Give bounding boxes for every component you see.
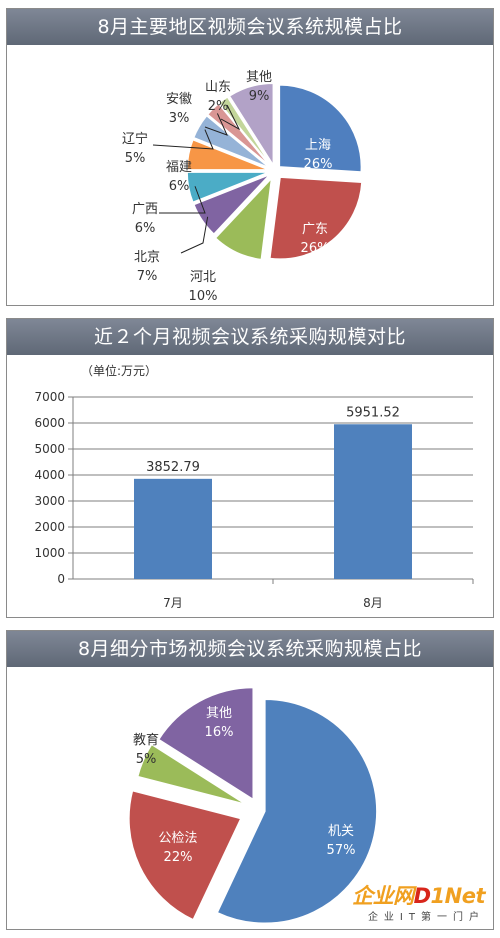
pie-slice-1 (268, 176, 363, 260)
slice-pct-0: 57% (327, 843, 356, 858)
y-tick-label-0: 0 (57, 572, 65, 586)
pie-slice-5 (186, 138, 270, 171)
slice-pct-1: 26% (301, 241, 330, 256)
watermark-subtitle: 企业IT第一门户 (367, 912, 485, 923)
slice-label-8: 山东 (205, 80, 231, 95)
pie-slice-4 (186, 171, 270, 204)
bar-1 (334, 424, 412, 579)
segment-pie-chart: 机关 57% 公检法 22% 教育 5% 其他 16% (128, 686, 378, 925)
slice-label-0: 上海 (305, 138, 331, 153)
pie-slice-3 (157, 686, 254, 801)
slice-label-0: 机关 (328, 824, 354, 839)
slice-label-1: 广东 (302, 222, 328, 237)
slice-label-1: 公检法 (158, 831, 197, 846)
slice-pct-0: 26% (304, 157, 333, 172)
y-tick-label-7: 7000 (34, 390, 65, 404)
segment-pie-title: 8月细分市场视频会议系统采购规模占比 (7, 631, 493, 667)
slice-pct-2: 5% (136, 752, 157, 767)
regional-pie-title: 8月主要地区视频会议系统规模占比 (7, 9, 493, 45)
slice-pct-9: 9% (249, 89, 270, 104)
slice-label-3: 北京 (134, 250, 160, 265)
slice-label-2: 河北 (190, 270, 216, 285)
slice-pct-2: 10% (189, 289, 218, 304)
regional-pie-panel: 8月主要地区视频会议系统规模占比 上海 26% 广东 26% 河北 10% 北京 7% 广西 6%… (6, 8, 494, 306)
regional-pie-chart: 上海 26% 广东 26% 河北 10% 北京 7% 广西 6% 福建 6% 辽宁 5% 安徽 3% 山东 2% 其… (122, 70, 363, 304)
pie-slice-6 (192, 114, 271, 169)
leader-line-8 (220, 104, 241, 131)
slice-pct-6: 5% (125, 151, 146, 166)
d1net-watermark-logo: 企业网D1Net 企业IT第一门户 (352, 880, 485, 923)
slice-pct-5: 6% (169, 179, 190, 194)
slice-pct-7: 3% (169, 111, 190, 126)
pie-slice-3 (192, 173, 271, 236)
leader-line-3 (180, 216, 209, 254)
pie-slice-0 (216, 698, 378, 925)
y-tick-label-6: 6000 (34, 416, 65, 430)
slice-label-9: 其他 (246, 70, 272, 85)
bar-0 (134, 478, 212, 579)
bar-value-label-0: 3852.79 (146, 460, 200, 475)
x-tick-label-1: 8月 (363, 596, 383, 610)
y-tick-label-4: 4000 (34, 468, 65, 482)
bar-chart: （单位:万元） 0 1000 2000 3000 4000 5000 6000 7000 3852… (34, 363, 474, 610)
pie-slice-9 (228, 82, 275, 168)
watermark-brand-c: 1Net (430, 884, 486, 908)
bar-chart-title: 近２个月视频会议系统采购规模对比 (7, 319, 493, 355)
slice-pct-1: 22% (164, 850, 193, 865)
pie-slice-7 (206, 102, 272, 168)
x-tick-label-0: 7月 (163, 596, 183, 610)
slice-label-3: 其他 (206, 706, 232, 721)
y-tick-label-3: 3000 (34, 494, 65, 508)
pie-slice-2 (214, 176, 273, 261)
slice-label-7: 安徽 (166, 92, 192, 107)
unit-label: （单位:万元） (81, 363, 157, 378)
slice-pct-3: 16% (205, 725, 234, 740)
watermark-brand-b: D (413, 884, 431, 908)
bar-value-label-1: 5951.52 (346, 405, 400, 420)
slice-pct-3: 7% (137, 269, 158, 284)
bar-chart-panel: 近２个月视频会议系统采购规模对比 （单位:万元） 0 1000 2000 3000 400… (6, 318, 494, 618)
pie-slice-1 (128, 789, 242, 921)
slice-label-6: 辽宁 (122, 131, 148, 147)
slice-label-5: 福建 (166, 160, 192, 175)
slice-label-2: 教育 (133, 732, 159, 748)
y-tick-label-2: 2000 (34, 520, 65, 534)
pie-slice-0 (278, 84, 363, 173)
slice-pct-4: 6% (135, 221, 156, 236)
leader-line-6 (152, 129, 214, 150)
slice-pct-8: 2% (208, 99, 229, 114)
segment-pie-panel: 8月细分市场视频会议系统采购规模占比 机关 57% 公检法 22% 教育 5% 其他 16% … (6, 630, 494, 930)
slice-label-4: 广西 (132, 202, 158, 217)
watermark-brand-a: 企业网 (352, 884, 414, 908)
pie-slice-2 (136, 743, 247, 806)
y-tick-label-1: 1000 (34, 546, 65, 560)
y-tick-label-5: 5000 (34, 442, 65, 456)
leader-line-4 (159, 186, 206, 214)
leader-line-7 (204, 113, 228, 136)
pie-slice-8 (218, 95, 273, 167)
